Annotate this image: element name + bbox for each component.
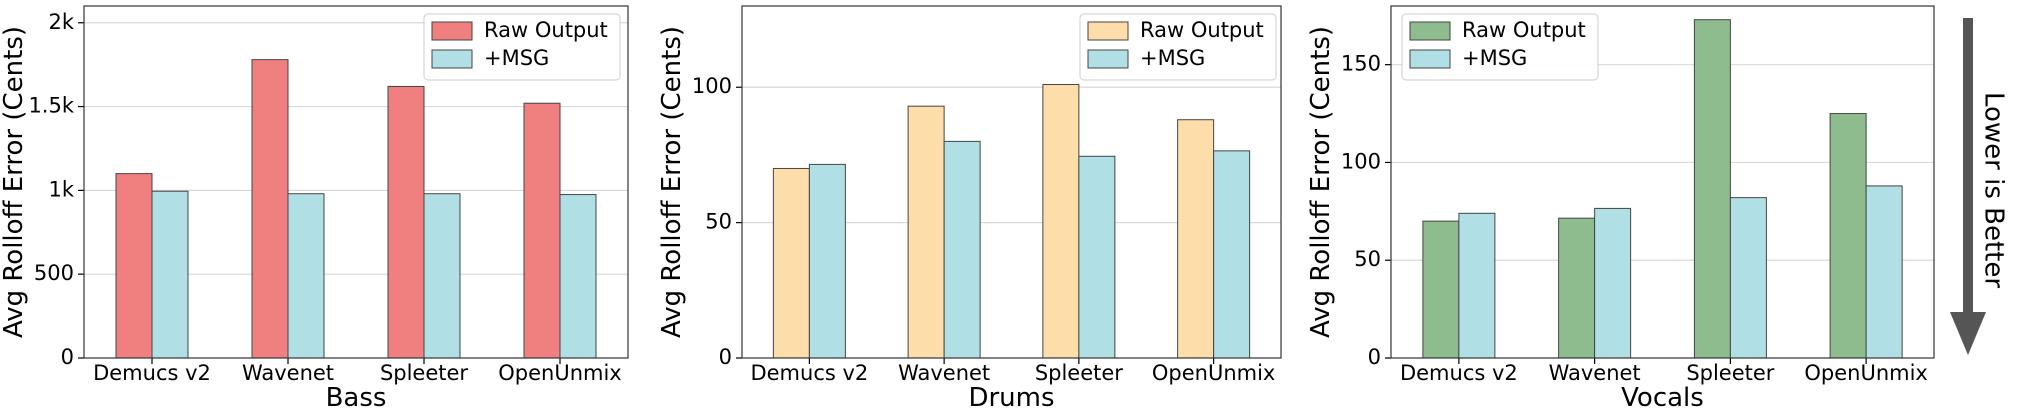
drums-x-tick-label: Demucs v2 xyxy=(750,361,868,385)
lower-is-better-annotation: Lower is Better xyxy=(1950,18,2009,355)
bass-bar-raw-output-demucs-v2 xyxy=(115,173,153,359)
drums-legend-box xyxy=(1079,13,1277,81)
vocals-bar-msg-openunmix xyxy=(1865,185,1903,359)
bass-bar-msg-demucs-v2 xyxy=(151,190,189,359)
vocals-x-tick-label: Demucs v2 xyxy=(1400,361,1518,385)
bass-bar-msg-spleeter xyxy=(423,193,461,359)
vocals-legend-swatch-raw-output xyxy=(1409,21,1451,41)
bass-y-tick-label: 1.5k xyxy=(28,94,74,118)
drums-legend-swatch-msg xyxy=(1087,49,1129,69)
drums-bar-msg-demucs-v2 xyxy=(808,163,846,359)
drums-x-tick-label: Spleeter xyxy=(1035,361,1123,385)
bass-y-tick-label: 1k xyxy=(48,177,74,201)
bass-bar-msg-openunmix xyxy=(559,194,597,359)
bass-x-tick-label: Wavenet xyxy=(242,361,334,385)
drums-x-axis-title: Drums xyxy=(968,383,1054,413)
vocals-y-axis-title: Avg Rolloff Error (Cents) xyxy=(1306,26,1336,338)
drums-plot-frame xyxy=(741,5,1282,359)
vocals-legend: Raw Output +MSG xyxy=(1401,13,1599,81)
vocals-bar-raw-output-spleeter xyxy=(1693,19,1731,359)
drums-legend-swatch-raw-output xyxy=(1087,21,1129,41)
drums-bar-raw-output-wavenet xyxy=(907,105,945,359)
drums-bar-raw-output-openunmix xyxy=(1177,119,1215,359)
vocals-y-tick-label: 0 xyxy=(1368,345,1381,369)
bass-x-tick-label: OpenUnmix xyxy=(498,361,622,385)
drums-x-tick-label: OpenUnmix xyxy=(1152,361,1276,385)
vocals-legend-label-raw-output: Raw Output xyxy=(1462,18,1586,42)
bass-y-tick-label: 500 xyxy=(34,261,74,285)
drums-bar-msg-openunmix xyxy=(1213,150,1251,359)
bass-bar-raw-output-wavenet xyxy=(251,59,289,359)
vocals-y-tick-label: 150 xyxy=(1341,52,1381,76)
bass-legend-label-msg: +MSG xyxy=(484,46,549,70)
vocals-legend-swatch-msg xyxy=(1409,49,1451,69)
drums-legend-label-msg: +MSG xyxy=(1140,46,1205,70)
bass-bar-raw-output-openunmix xyxy=(523,102,561,359)
bass-bar-msg-wavenet xyxy=(287,193,325,359)
vocals-plot-frame xyxy=(1390,5,1935,359)
vocals-y-tick-label: 50 xyxy=(1354,247,1381,271)
vocals-chart-panel: 0 50 100 150 Demucs v2 Wavenet Spleeter OpenUnm… xyxy=(1306,5,1935,413)
bass-x-tick-label: Demucs v2 xyxy=(93,361,211,385)
vocals-bar-raw-output-demucs-v2 xyxy=(1422,220,1460,359)
drums-bar-raw-output-demucs-v2 xyxy=(772,167,810,359)
vocals-y-tick-label: 100 xyxy=(1341,149,1381,173)
drums-legend: Raw Output +MSG xyxy=(1079,13,1277,81)
vocals-bar-msg-wavenet xyxy=(1594,207,1632,359)
drums-bar-msg-spleeter xyxy=(1078,155,1116,359)
drums-bar-raw-output-spleeter xyxy=(1042,84,1080,359)
bass-y-tick-label: 2k xyxy=(48,10,74,34)
vocals-x-tick-label: Spleeter xyxy=(1686,361,1774,385)
vocals-x-tick-label: Wavenet xyxy=(1549,361,1641,385)
bass-x-tick-label: Spleeter xyxy=(380,361,468,385)
drums-y-tick-label: 50 xyxy=(705,210,732,234)
vocals-bar-msg-demucs-v2 xyxy=(1458,212,1496,359)
down-arrow-shaft xyxy=(1963,18,1973,320)
vocals-x-axis-title: Vocals xyxy=(1621,383,1704,413)
bass-legend-swatch-raw-output xyxy=(431,21,473,41)
bass-x-axis-title: Bass xyxy=(326,383,387,413)
lower-is-better-label: Lower is Better xyxy=(1979,92,2009,288)
bass-legend-box xyxy=(423,13,621,81)
down-arrow-head xyxy=(1950,312,1986,355)
bass-plot-frame xyxy=(83,5,629,359)
drums-chart-panel: 0 50 100 Demucs v2 Wavenet Spleeter OpenUnmix D… xyxy=(657,5,1282,413)
bass-legend-label-raw-output: Raw Output xyxy=(484,18,608,42)
vocals-x-tick-label: OpenUnmix xyxy=(1804,361,1928,385)
bass-y-axis-title: Avg Rolloff Error (Cents) xyxy=(0,26,29,338)
bass-y-tick-label: 0 xyxy=(61,345,74,369)
vocals-bar-raw-output-wavenet xyxy=(1558,217,1596,359)
vocals-legend-label-msg: +MSG xyxy=(1462,46,1527,70)
vocals-legend-box xyxy=(1401,13,1599,81)
bass-legend: Raw Output +MSG xyxy=(423,13,621,81)
bass-chart-panel: 0 500 1k 1.5k 2k Demucs v2 Wavenet Spleeter Open… xyxy=(0,5,629,413)
bass-legend-swatch-msg xyxy=(431,49,473,69)
vocals-bar-raw-output-openunmix xyxy=(1829,113,1867,359)
drums-x-tick-label: Wavenet xyxy=(898,361,990,385)
drums-y-tick-label: 100 xyxy=(692,74,732,98)
vocals-bar-msg-spleeter xyxy=(1729,197,1767,359)
drums-y-tick-label: 0 xyxy=(719,345,732,369)
bass-bar-raw-output-spleeter xyxy=(387,85,425,359)
drums-bar-msg-wavenet xyxy=(943,140,981,359)
drums-legend-label-raw-output: Raw Output xyxy=(1140,18,1264,42)
drums-y-axis-title: Avg Rolloff Error (Cents) xyxy=(657,26,687,338)
